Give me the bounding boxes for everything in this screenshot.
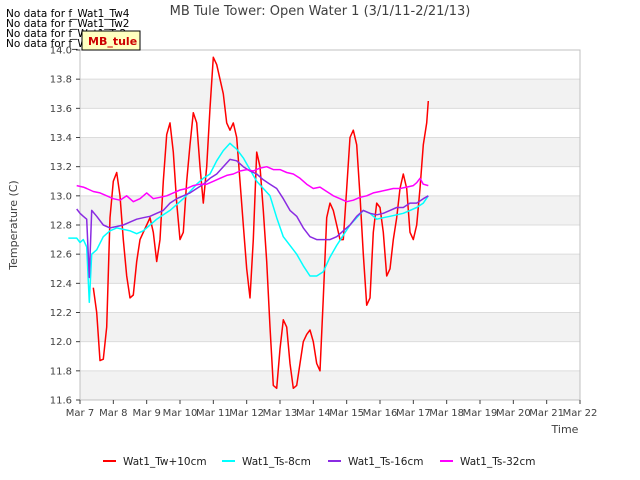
x-tick-label: Mar 22	[563, 408, 598, 419]
x-tick-label: Mar 13	[263, 408, 298, 419]
background-band	[80, 370, 580, 400]
background-band	[80, 312, 580, 342]
chart-title: MB Tule Tower: Open Water 1 (3/1/11-2/21…	[170, 4, 471, 19]
legend-label-3: Wat1_Ts-16cm	[348, 456, 424, 468]
background-band	[80, 79, 580, 109]
y-tick-label: 13.0	[50, 191, 72, 202]
x-tick-label: Mar 20	[496, 408, 531, 419]
plot-background-bands	[80, 79, 580, 400]
legend: Wat1_Tw+10cm Wat1_Ts-8cm Wat1_Ts-16cm Wat1_…	[103, 456, 536, 468]
series-lines	[68, 56, 430, 390]
y-tick-label: 12.6	[50, 250, 72, 261]
y-tick-label: 12.2	[50, 308, 72, 319]
legend-label-1: Wat1_Tw+10cm	[123, 456, 207, 468]
y-axis-label: Temperature (C)	[7, 180, 20, 270]
x-tick-label: Mar 17	[396, 408, 431, 419]
no-data-message-1: No data for f_Wat1_Tw4	[6, 8, 130, 20]
x-tick-label: Mar 18	[429, 408, 464, 419]
x-tick-label: Mar 16	[363, 408, 398, 419]
grid-lines	[80, 49, 580, 401]
y-tick-label: 12.8	[50, 221, 72, 232]
y-tick-label: 12.4	[50, 279, 72, 290]
background-band	[80, 137, 580, 167]
y-axis-ticks: 11.6 11.8 12.0 12.2 12.4 12.6 12.8 13.0 13.2 13.4…	[50, 46, 80, 407]
x-tick-label: Mar 21	[529, 408, 564, 419]
y-tick-label: 13.2	[50, 162, 72, 173]
x-tick-label: Mar 12	[229, 408, 264, 419]
legend-label-2: Wat1_Ts-8cm	[242, 456, 311, 468]
background-band	[80, 254, 580, 284]
y-tick-label: 13.4	[50, 133, 72, 144]
series-line-1	[92, 56, 430, 390]
y-tick-label: 13.8	[50, 75, 72, 86]
y-tick-label: 11.6	[50, 396, 72, 407]
x-tick-label: Mar 10	[163, 408, 198, 419]
y-tick-label: 12.0	[50, 337, 72, 348]
tooltip-box: MB_tule	[81, 30, 141, 51]
series-line-3	[76, 158, 429, 279]
x-axis-label: Time	[551, 423, 579, 436]
legend-label-4: Wat1_Ts-32cm	[460, 456, 536, 468]
y-tick-label: 13.6	[50, 104, 72, 115]
x-tick-label: Mar 15	[329, 408, 364, 419]
x-tick-label: Mar 14	[296, 408, 331, 419]
y-tick-label: 14.0	[50, 46, 72, 57]
no-data-message-2: No data for f_Wat1_Tw2	[6, 18, 130, 30]
x-tick-label: Mar 11	[196, 408, 231, 419]
x-tick-label: Mar 9	[132, 408, 160, 419]
x-tick-label: Mar 19	[463, 408, 498, 419]
y-tick-label: 11.8	[50, 366, 72, 377]
x-tick-label: Mar 8	[99, 408, 127, 419]
series-line-4	[76, 165, 429, 203]
tooltip-label: MB_tule	[88, 35, 137, 48]
x-tick-label: Mar 7	[66, 408, 94, 419]
